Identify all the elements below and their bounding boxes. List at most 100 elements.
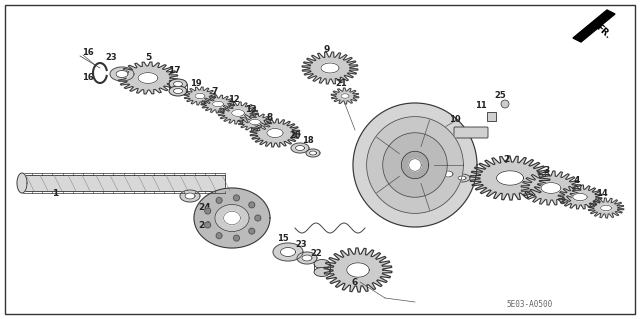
Text: 24: 24	[198, 221, 211, 230]
Text: 5E03-A0500: 5E03-A0500	[507, 300, 553, 309]
Text: 8: 8	[267, 113, 273, 122]
Polygon shape	[212, 101, 223, 107]
Polygon shape	[250, 119, 300, 147]
Text: 23: 23	[105, 53, 117, 62]
Polygon shape	[353, 103, 477, 227]
Text: 15: 15	[277, 234, 289, 243]
Text: 16: 16	[82, 48, 94, 57]
Polygon shape	[302, 52, 358, 84]
Polygon shape	[443, 171, 453, 177]
Polygon shape	[180, 190, 200, 202]
Polygon shape	[296, 145, 305, 151]
Polygon shape	[223, 211, 241, 225]
Text: 17: 17	[168, 66, 180, 75]
Polygon shape	[234, 235, 239, 241]
Polygon shape	[205, 208, 211, 214]
Polygon shape	[341, 94, 349, 98]
Text: 20: 20	[289, 131, 301, 140]
Text: 1: 1	[52, 189, 58, 198]
Polygon shape	[470, 156, 550, 200]
Polygon shape	[185, 193, 195, 199]
Polygon shape	[250, 119, 260, 125]
Text: 3: 3	[544, 166, 550, 175]
Polygon shape	[458, 176, 466, 180]
Bar	[487, 112, 496, 121]
Polygon shape	[218, 102, 258, 124]
Text: 5: 5	[145, 53, 151, 62]
Polygon shape	[409, 159, 421, 171]
Text: 19: 19	[190, 79, 202, 88]
Text: 25: 25	[494, 91, 506, 100]
Text: 18: 18	[302, 136, 314, 145]
Polygon shape	[201, 95, 235, 113]
Polygon shape	[401, 151, 429, 179]
Polygon shape	[558, 185, 602, 209]
Polygon shape	[331, 88, 359, 104]
Polygon shape	[521, 171, 581, 205]
Ellipse shape	[169, 79, 187, 89]
Polygon shape	[215, 204, 249, 232]
Polygon shape	[324, 248, 392, 292]
Polygon shape	[118, 62, 178, 94]
Polygon shape	[234, 195, 239, 201]
Polygon shape	[297, 252, 317, 264]
Polygon shape	[438, 168, 458, 180]
Polygon shape	[205, 222, 211, 228]
Text: 9: 9	[324, 45, 330, 54]
Ellipse shape	[314, 259, 330, 269]
Polygon shape	[588, 198, 624, 218]
Text: 21: 21	[335, 79, 347, 88]
Ellipse shape	[173, 88, 182, 93]
Text: 7: 7	[212, 87, 218, 96]
Circle shape	[501, 100, 509, 108]
Polygon shape	[573, 10, 615, 42]
Polygon shape	[383, 133, 447, 197]
Text: 12: 12	[228, 95, 240, 104]
Polygon shape	[110, 67, 134, 81]
Text: 13: 13	[245, 105, 257, 114]
FancyBboxPatch shape	[454, 127, 488, 138]
Polygon shape	[255, 215, 261, 221]
Text: FR.: FR.	[594, 23, 612, 41]
Polygon shape	[454, 174, 470, 182]
Text: 11: 11	[475, 101, 487, 110]
Text: 20: 20	[452, 160, 464, 169]
FancyBboxPatch shape	[22, 175, 225, 191]
Polygon shape	[367, 117, 463, 213]
Ellipse shape	[314, 268, 330, 277]
Ellipse shape	[173, 81, 182, 86]
Polygon shape	[497, 171, 524, 185]
Polygon shape	[216, 233, 222, 239]
Polygon shape	[267, 129, 283, 137]
Polygon shape	[195, 93, 205, 99]
Text: 2: 2	[503, 155, 509, 164]
Text: 6: 6	[352, 278, 358, 287]
Polygon shape	[17, 173, 27, 193]
Polygon shape	[184, 87, 216, 105]
Polygon shape	[238, 113, 272, 131]
Polygon shape	[541, 182, 561, 193]
Polygon shape	[232, 110, 244, 116]
Polygon shape	[321, 63, 339, 73]
Polygon shape	[138, 73, 158, 83]
Polygon shape	[249, 202, 255, 208]
Polygon shape	[249, 228, 255, 234]
Polygon shape	[600, 205, 611, 211]
Text: 4: 4	[574, 176, 580, 185]
Text: 24: 24	[198, 203, 211, 212]
Polygon shape	[116, 70, 128, 78]
Text: 23: 23	[295, 240, 307, 249]
Polygon shape	[347, 263, 369, 277]
Polygon shape	[302, 255, 312, 261]
Polygon shape	[291, 143, 309, 153]
Text: 14: 14	[596, 189, 608, 198]
Ellipse shape	[169, 86, 187, 96]
Polygon shape	[194, 188, 270, 248]
Polygon shape	[310, 151, 317, 155]
Text: 22: 22	[310, 249, 322, 258]
Polygon shape	[306, 149, 320, 157]
Polygon shape	[573, 193, 588, 201]
Text: 10: 10	[449, 115, 461, 124]
Polygon shape	[273, 243, 303, 261]
Polygon shape	[216, 197, 222, 203]
